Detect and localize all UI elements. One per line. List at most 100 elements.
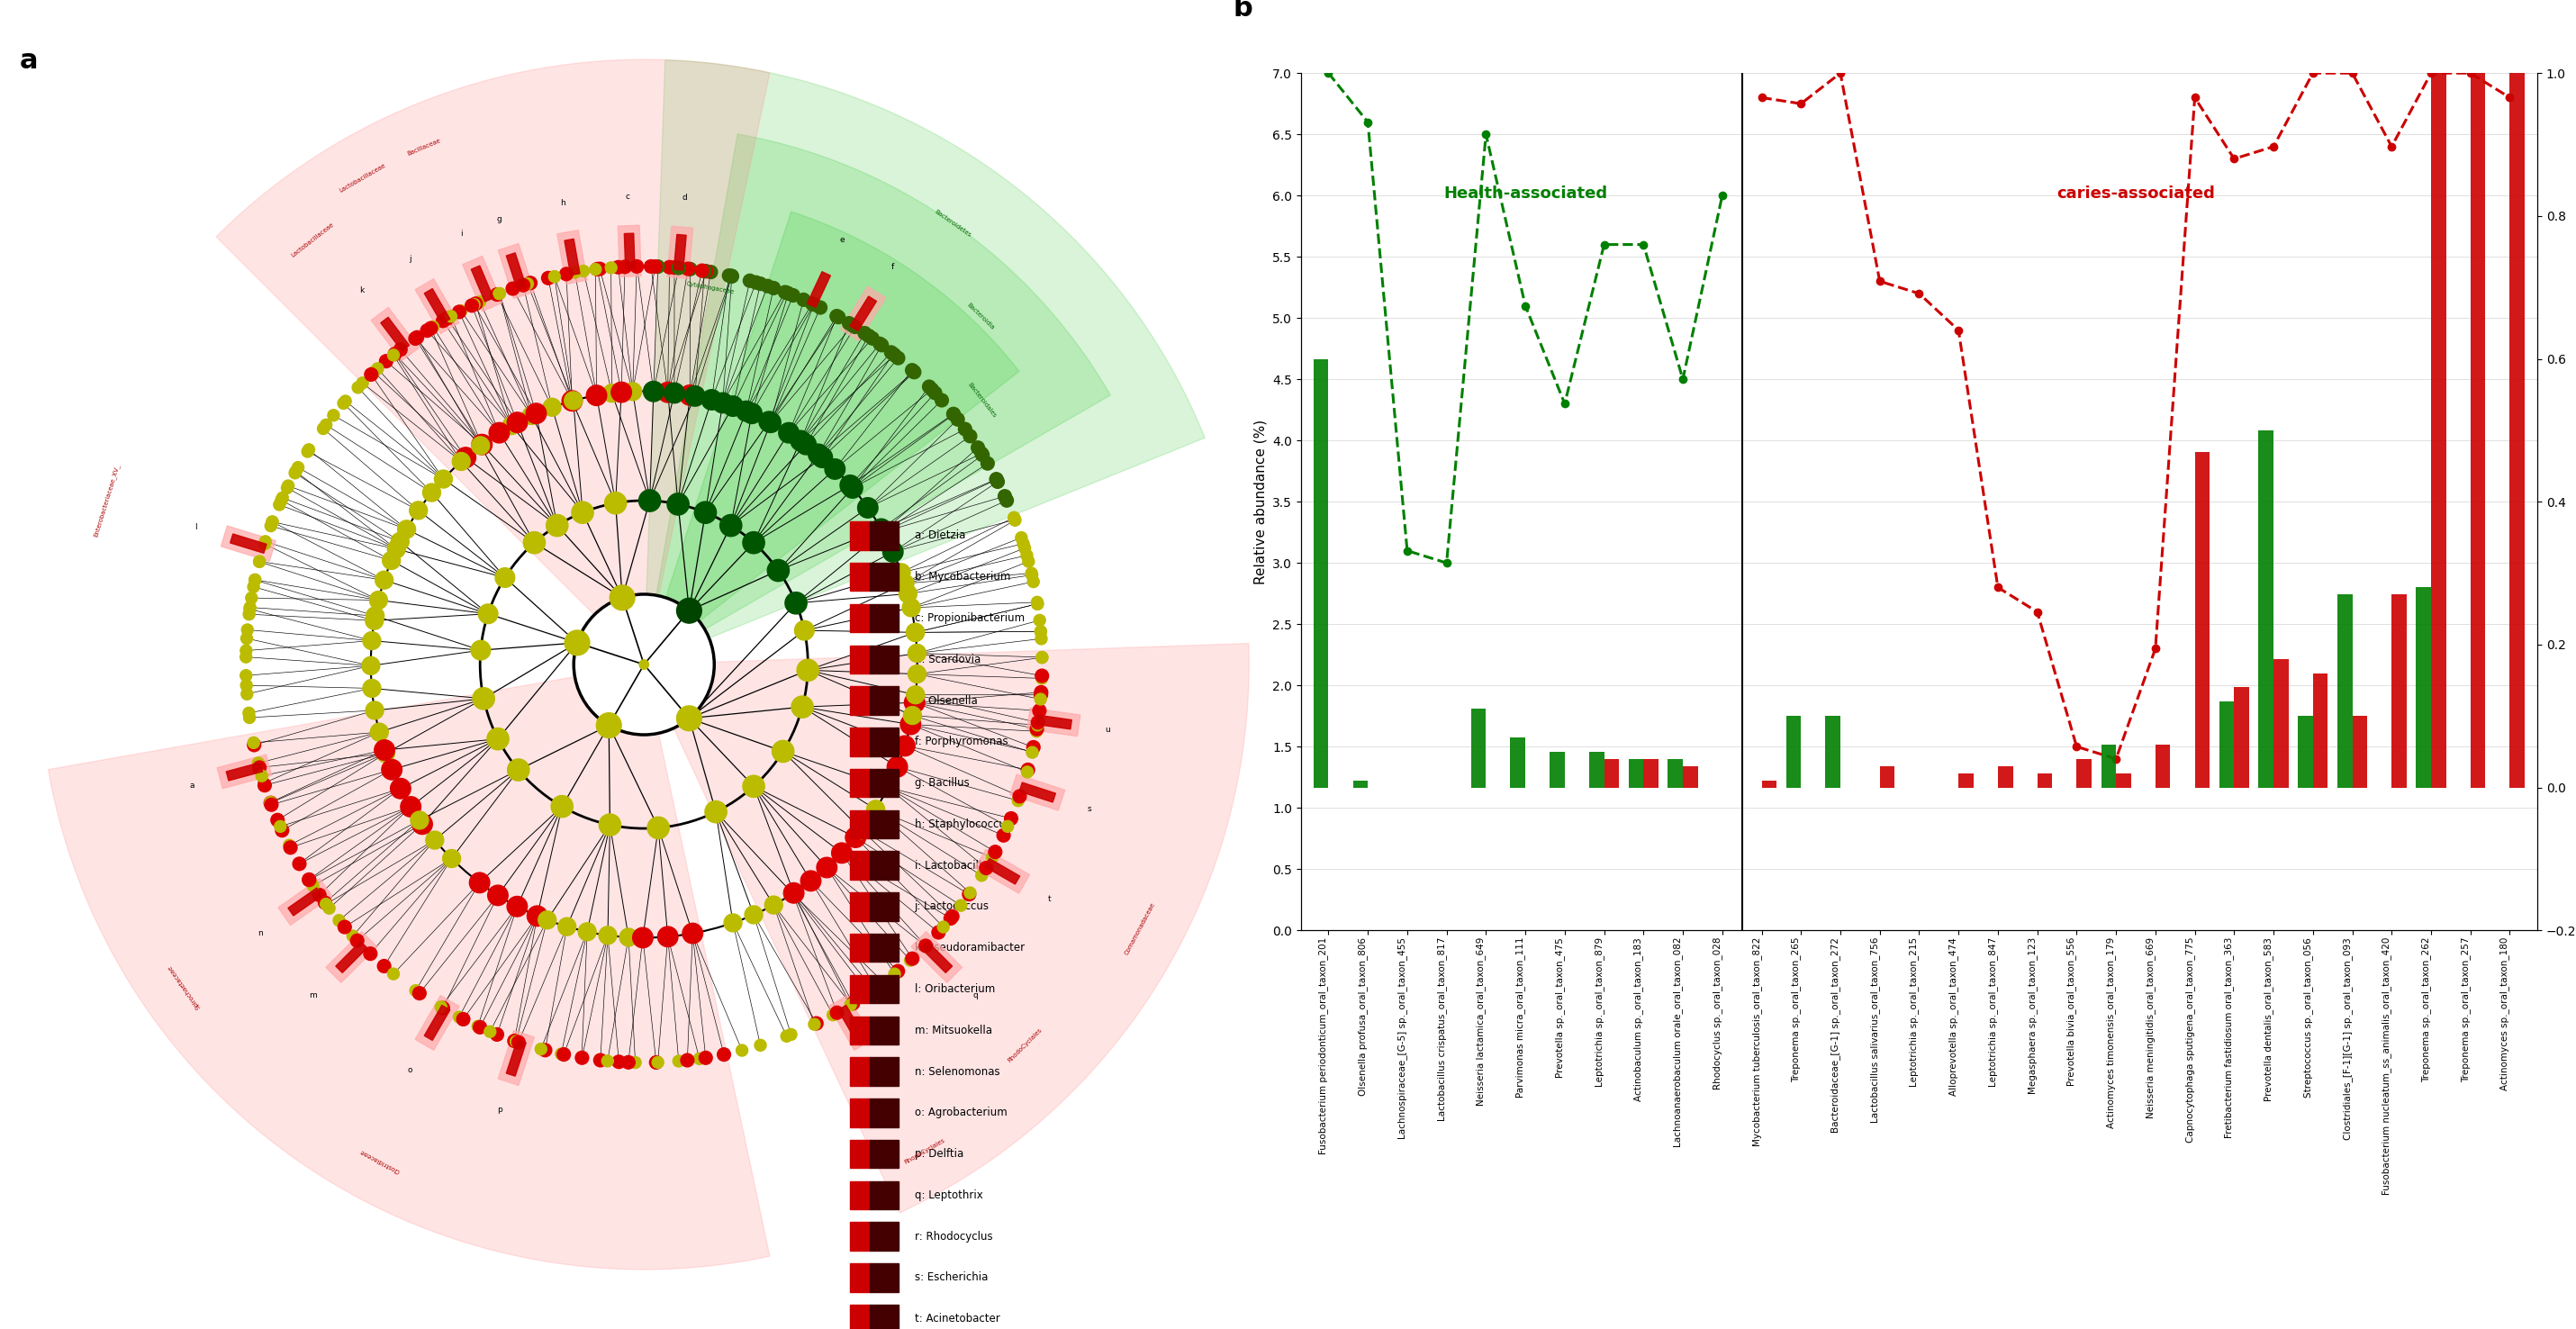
Circle shape [469, 298, 482, 310]
Bar [1958, 773, 1973, 787]
Circle shape [801, 870, 822, 890]
Bar [497, 1030, 533, 1086]
Circle shape [301, 445, 314, 457]
Bar [850, 562, 871, 591]
Circle shape [1028, 575, 1038, 587]
Circle shape [863, 986, 876, 999]
Bar [2156, 744, 2172, 787]
Circle shape [809, 1018, 819, 1030]
Text: t: t [1048, 894, 1051, 902]
Circle shape [479, 605, 497, 623]
Circle shape [680, 385, 701, 405]
Circle shape [976, 869, 987, 881]
Circle shape [265, 520, 276, 532]
Bar [850, 1264, 871, 1292]
Circle shape [1030, 726, 1043, 738]
Circle shape [683, 924, 703, 944]
Text: k: k [361, 286, 363, 295]
Circle shape [786, 288, 799, 302]
Circle shape [523, 407, 541, 424]
Bar [675, 234, 685, 270]
Circle shape [672, 262, 685, 275]
Circle shape [989, 845, 1002, 859]
Circle shape [1028, 740, 1041, 754]
Bar [871, 811, 899, 839]
Circle shape [889, 968, 902, 979]
Text: Bacteroidales: Bacteroidales [966, 381, 997, 419]
Circle shape [845, 827, 866, 848]
Circle shape [549, 271, 562, 283]
Circle shape [1030, 598, 1043, 610]
Text: m: m [309, 991, 317, 999]
Circle shape [250, 574, 260, 586]
Bar [1643, 759, 1659, 787]
Bar [1826, 716, 1839, 787]
Bar [1551, 752, 1564, 787]
Bar [850, 645, 871, 674]
Circle shape [786, 593, 806, 614]
Circle shape [963, 886, 976, 898]
Bar [222, 526, 276, 561]
Circle shape [603, 384, 621, 403]
Circle shape [698, 1051, 714, 1065]
Circle shape [667, 260, 680, 274]
Circle shape [724, 270, 737, 283]
Circle shape [829, 310, 842, 323]
Circle shape [958, 423, 971, 436]
Text: e: Olsenella: e: Olsenella [914, 695, 976, 707]
Bar [2218, 702, 2233, 787]
Bar [850, 296, 876, 331]
Bar [2233, 687, 2249, 787]
Circle shape [948, 408, 961, 421]
Circle shape [435, 1001, 446, 1013]
Circle shape [1018, 538, 1030, 549]
Bar [850, 1181, 871, 1209]
Circle shape [386, 968, 399, 979]
Bar [871, 1140, 899, 1168]
Circle shape [680, 262, 696, 275]
Circle shape [997, 829, 1010, 843]
Circle shape [824, 459, 845, 480]
Circle shape [886, 347, 899, 360]
Circle shape [876, 975, 891, 989]
Bar [415, 279, 459, 334]
Circle shape [842, 316, 855, 330]
Circle shape [866, 332, 878, 346]
Circle shape [760, 412, 781, 432]
Circle shape [925, 383, 938, 396]
Bar [2102, 744, 2115, 787]
Polygon shape [657, 134, 1110, 630]
Text: h: h [559, 199, 564, 207]
Bar [1471, 708, 1486, 787]
Circle shape [956, 900, 966, 912]
Circle shape [559, 917, 577, 936]
Circle shape [1012, 795, 1023, 807]
Circle shape [487, 728, 510, 750]
Circle shape [368, 367, 379, 377]
Circle shape [605, 492, 626, 514]
Circle shape [773, 740, 793, 763]
Circle shape [361, 657, 379, 675]
Bar [2195, 452, 2210, 787]
Text: Clostridiaceae: Clostridiaceae [358, 1148, 402, 1174]
Circle shape [376, 744, 394, 763]
Circle shape [999, 494, 1012, 508]
Circle shape [1030, 716, 1043, 730]
Bar [2509, 73, 2524, 787]
Circle shape [252, 758, 265, 769]
Circle shape [981, 457, 994, 470]
Circle shape [603, 1055, 613, 1067]
Circle shape [817, 857, 837, 877]
Circle shape [693, 1053, 706, 1065]
Circle shape [768, 560, 788, 581]
Bar [837, 1005, 863, 1041]
Circle shape [572, 501, 592, 524]
Bar [623, 234, 634, 268]
Text: u: u [1105, 726, 1110, 734]
Circle shape [891, 563, 909, 582]
Bar [556, 230, 587, 284]
Circle shape [845, 999, 855, 1011]
Circle shape [781, 1030, 793, 1042]
Text: k: Pseudoramibacter: k: Pseudoramibacter [914, 942, 1025, 954]
Circle shape [868, 982, 884, 994]
